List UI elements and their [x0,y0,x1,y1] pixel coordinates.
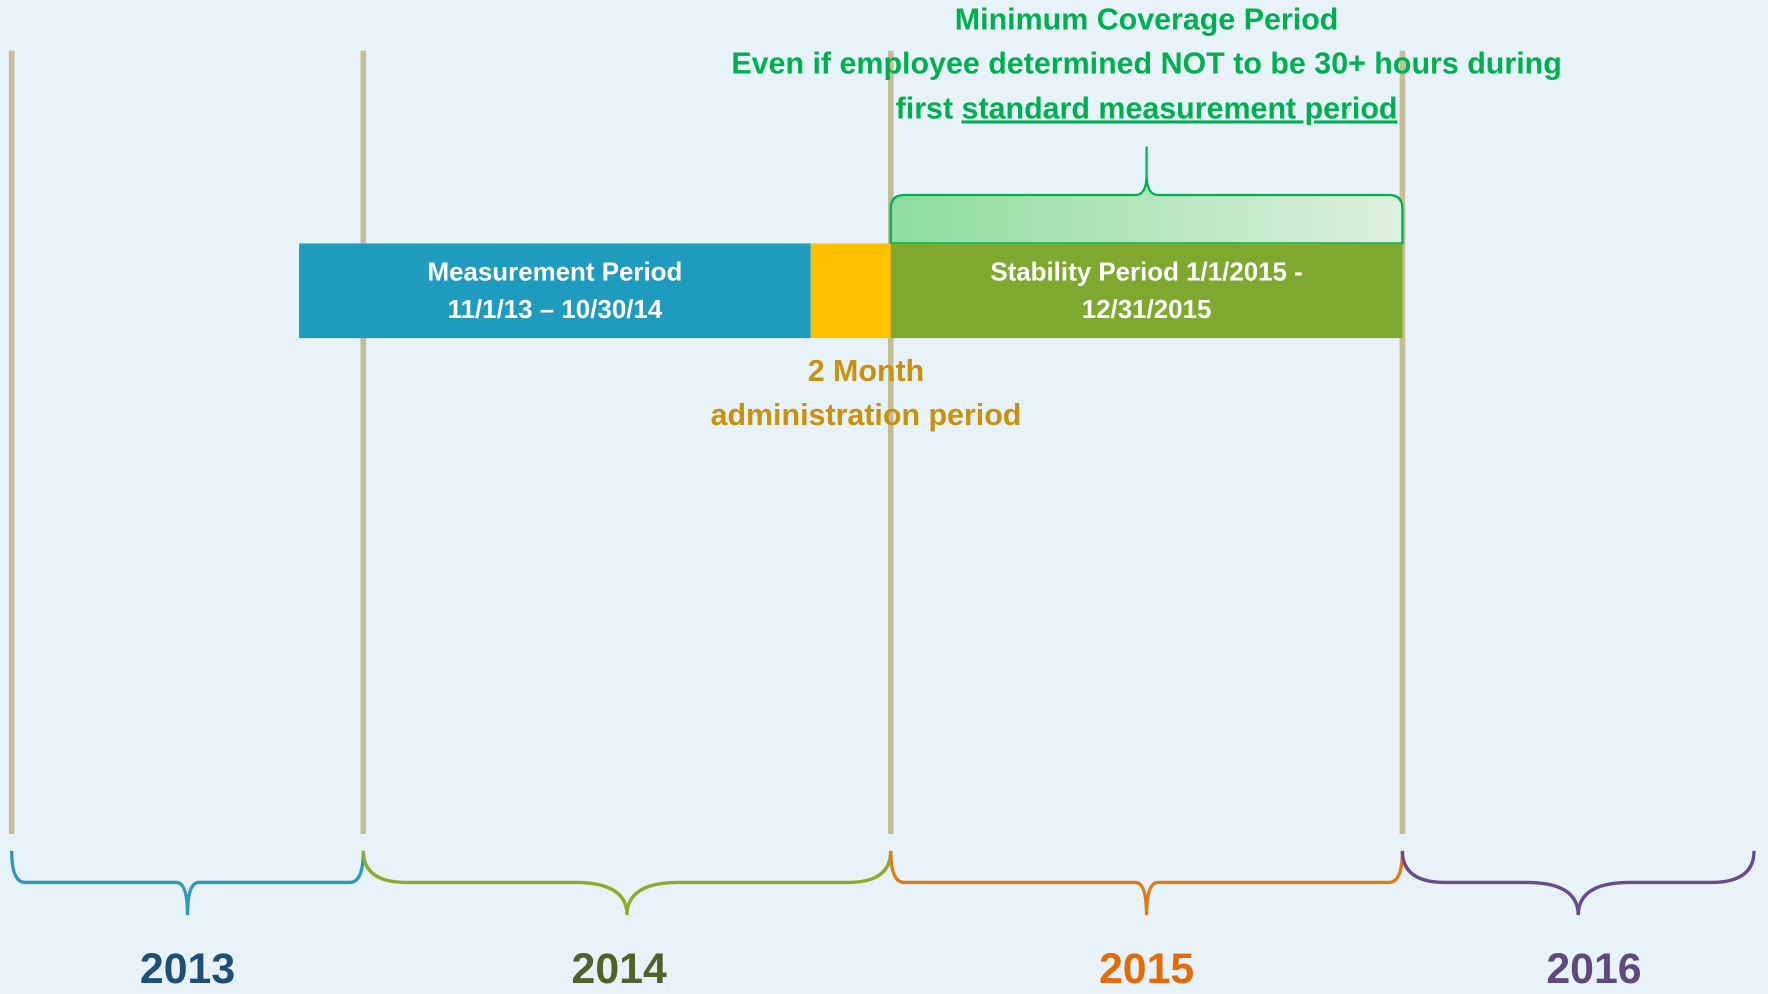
coverage-prefix: first [896,91,953,125]
measurement-bar [299,243,811,339]
year-label: 2013 [140,945,235,993]
year-label: 2014 [572,945,667,993]
coverage-title: Minimum Coverage Period [955,2,1339,36]
stability-label: 12/31/2015 [1082,296,1212,324]
coverage-line: Even if employee determined NOT to be 30… [731,46,1561,80]
coverage-text: Minimum Coverage Period Even if employee… [731,2,1561,125]
coverage-brace [889,146,1404,245]
coverage-line: first standard measurement period [896,91,1398,125]
year-brace [889,850,1405,916]
stability-bar [890,243,1403,339]
year-braces [10,850,1756,916]
year-brace [361,850,893,916]
stability-label: Stability Period 1/1/2015 - [990,259,1302,287]
year-brace [1400,850,1756,916]
measurement-label: Measurement Period [428,259,683,287]
year-labels: 2013 2014 2015 2016 [140,945,1642,993]
year-label: 2016 [1546,945,1641,993]
administration-label: 2 Month [808,354,925,388]
administration-text: 2 Month administration period [711,354,1022,432]
year-brace [10,850,366,916]
divider-lines [8,50,1406,834]
administration-bar [810,243,891,339]
administration-label: administration period [711,398,1022,432]
bar-labels: Measurement Period 11/1/13 – 10/30/14 St… [428,259,1303,324]
measurement-label: 11/1/13 – 10/30/14 [448,296,663,324]
year-label: 2015 [1099,945,1194,993]
coverage-underlined: standard measurement period [962,91,1398,125]
